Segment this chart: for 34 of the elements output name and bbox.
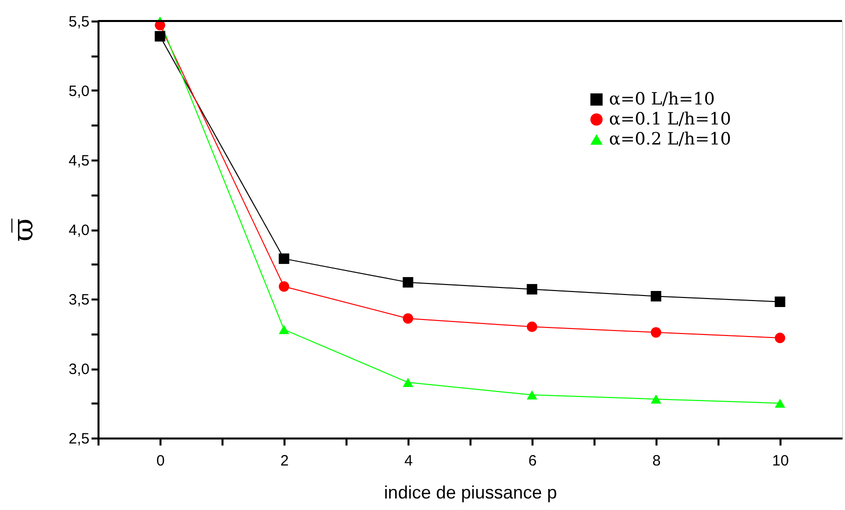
y-tick-label: 4,0 <box>68 222 90 239</box>
x-tick-label: 8 <box>652 452 661 470</box>
point <box>154 31 166 42</box>
x-axis-title: indice de piussance p <box>384 482 558 502</box>
y-axis-title: ϖ̅ <box>6 218 40 242</box>
point <box>402 313 414 324</box>
y-tick-label: 3,5 <box>68 292 90 308</box>
y-tick-label: 4,5 <box>68 152 90 170</box>
point <box>402 378 414 387</box>
x-tick-label: 10 <box>772 452 789 470</box>
x-tick-label: 2 <box>280 452 289 470</box>
x-tick-label: 6 <box>528 452 537 470</box>
point <box>278 325 290 334</box>
point <box>278 281 290 292</box>
point <box>774 398 786 408</box>
point <box>526 322 538 332</box>
point <box>650 290 662 302</box>
point <box>402 277 414 288</box>
legend-label: α=0.1 L/h=10 <box>609 110 732 130</box>
point <box>774 332 786 344</box>
y-tick-label: 2,5 <box>68 430 90 448</box>
x-tick-label: 0 <box>156 452 165 470</box>
legend-label: α=0 L/h=10 <box>609 90 715 110</box>
point <box>650 327 662 338</box>
point <box>774 296 786 308</box>
y-tick-label: 5,5 <box>68 14 90 30</box>
x-tick-label: 4 <box>404 452 413 470</box>
y-tick-label: 3,0 <box>68 361 90 378</box>
point <box>278 253 290 264</box>
y-tick-label: 5,0 <box>68 83 90 100</box>
point <box>526 390 538 400</box>
point <box>526 284 538 295</box>
point <box>650 394 662 404</box>
legend-label: α=0.2 L/h=10 <box>609 130 732 150</box>
